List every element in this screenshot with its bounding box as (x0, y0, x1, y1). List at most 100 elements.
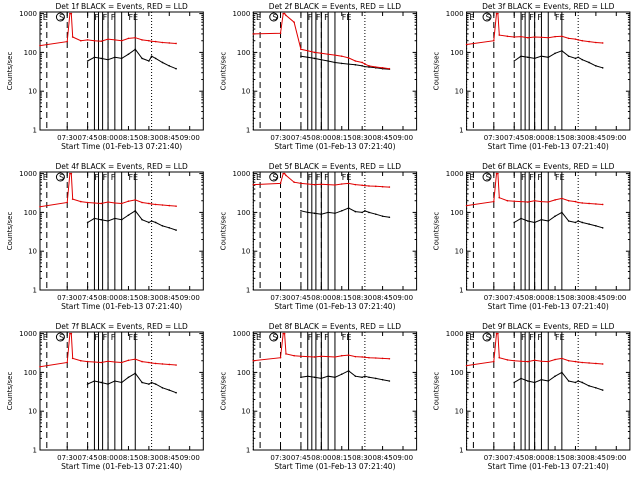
data-point (293, 181, 295, 184)
data-point (168, 42, 171, 44)
y-tick-label: 1000 (19, 10, 37, 18)
data-point (577, 361, 579, 363)
data-point (334, 184, 336, 186)
panel-title: Det 9f BLACK = Events, RED = LLD (482, 322, 615, 331)
y-tick-label: 10 (455, 88, 464, 96)
data-point (161, 41, 164, 44)
data-point (313, 212, 316, 215)
data-point (493, 39, 495, 42)
data-point (554, 215, 556, 217)
data-point (581, 221, 584, 224)
data-point (595, 387, 597, 389)
data-point (300, 355, 302, 358)
y-tick-label: 1 (246, 287, 250, 295)
data-point (293, 21, 295, 24)
y-tick-label: 10 (455, 248, 464, 256)
data-point (527, 360, 529, 363)
data-point (340, 354, 343, 357)
data-point (71, 198, 74, 200)
data-point (368, 356, 370, 359)
data-point (154, 383, 157, 385)
x-tick-label: 08:15 (118, 454, 138, 462)
x-axis-label: Start Time (01-Feb-13 07:21:40) (61, 462, 182, 471)
x-tick-label: 08:30 (352, 134, 372, 142)
data-point (574, 221, 577, 224)
data-point (320, 183, 323, 186)
data-point (161, 363, 164, 365)
y-tick-label: 1000 (19, 330, 37, 338)
x-tick-label: 08:15 (332, 294, 352, 302)
data-point (388, 67, 391, 70)
data-point (340, 373, 343, 375)
series-line-events (300, 370, 390, 382)
panel-4: Det 4f BLACK = Events, RED = LLD 1 10 100 10… (6, 162, 204, 311)
data-point (300, 182, 302, 185)
data-point (327, 375, 329, 377)
data-point (107, 38, 109, 40)
data-point (66, 201, 69, 204)
data-point (374, 185, 377, 188)
panel-title: Det 3f BLACK = Events, RED = LLD (482, 2, 615, 11)
annotation-label: F (111, 173, 116, 182)
data-point (279, 356, 282, 359)
y-axis-label: Counts/sec (433, 212, 441, 251)
x-axis-label: Start Time (01-Feb-13 07:21:40) (274, 142, 395, 151)
data-point (150, 55, 153, 57)
data-point (595, 225, 597, 227)
data-point (554, 358, 556, 361)
panel-5: Det 5f BLACK = Events, RED = LLD 1 10 100 10… (219, 162, 418, 311)
panel-6: Det 6f BLACK = Events, RED = LLD 1 10 100 10… (433, 162, 631, 311)
annotation-label: F (537, 173, 542, 182)
data-point (581, 39, 584, 42)
data-point (134, 48, 137, 51)
x-tick-label: 08:30 (139, 134, 159, 142)
data-point (141, 201, 143, 204)
data-point (120, 202, 123, 205)
data-point (285, 14, 287, 17)
data-point (154, 57, 157, 60)
data-point (66, 361, 69, 364)
data-point (381, 67, 384, 69)
data-point (567, 37, 570, 40)
y-tick-label: 100 (24, 49, 37, 57)
data-point (574, 57, 577, 60)
data-point (300, 48, 302, 51)
data-point (154, 40, 157, 43)
data-point (71, 357, 74, 360)
data-point (86, 360, 89, 363)
data-point (601, 389, 604, 391)
data-point (114, 56, 116, 59)
data-point (561, 35, 563, 38)
y-axis-label: Counts/sec (433, 52, 441, 91)
data-point (306, 211, 309, 214)
y-tick-label: 1 (33, 287, 37, 295)
data-point (601, 203, 604, 206)
annotation-label: F (94, 333, 99, 342)
data-point (86, 383, 89, 385)
data-point (141, 218, 143, 221)
data-point (567, 359, 570, 362)
data-point (107, 201, 109, 203)
data-point (100, 202, 103, 205)
x-tick-label: 09:00 (180, 134, 200, 142)
data-point (320, 58, 323, 61)
panel-title: Det 8f BLACK = Events, RED = LLD (269, 322, 402, 331)
data-point (506, 35, 509, 38)
data-point (150, 203, 153, 205)
annotation-label: F (94, 173, 99, 182)
x-tick-label: 08:45 (586, 294, 606, 302)
x-tick-label: 08:30 (139, 294, 159, 302)
x-tick-label: 08:45 (586, 454, 606, 462)
data-point (364, 209, 366, 212)
data-point (588, 385, 590, 387)
x-tick-label: 08:45 (159, 294, 179, 302)
data-point (134, 209, 137, 212)
data-point (168, 227, 171, 229)
data-point (127, 37, 130, 40)
series-line-events (513, 211, 603, 229)
data-point (347, 57, 350, 59)
x-tick-label: 08:15 (332, 134, 352, 142)
x-axis-label: Start Time (01-Feb-13 07:21:40) (61, 302, 182, 311)
x-axis-label: Start Time (01-Feb-13 07:21:40) (488, 302, 609, 311)
y-tick-label: 100 (450, 49, 463, 57)
